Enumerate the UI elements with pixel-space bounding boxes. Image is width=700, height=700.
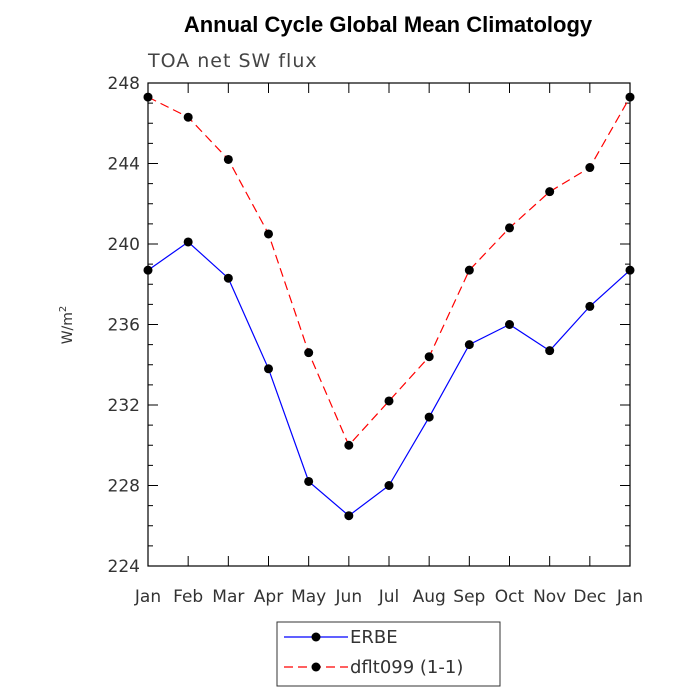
series-0-point [625, 265, 635, 275]
series-0-point [545, 346, 555, 356]
series-1-point [183, 112, 193, 122]
y-tick-label: 244 [108, 155, 140, 175]
x-tick-label: Sep [453, 587, 485, 607]
x-tick-label: May [291, 587, 326, 607]
series-line-0 [147, 241, 631, 517]
series-1-point [344, 440, 354, 450]
y-tick-label: 232 [108, 396, 140, 416]
series-1-point [505, 223, 514, 233]
x-tick-label: Jan [134, 587, 161, 607]
legend-box [276, 621, 501, 687]
y-axis-label-base: W/m [60, 312, 76, 344]
x-tick-label: Mar [212, 587, 244, 607]
legend: ERBE dflt099 (1-1) [276, 621, 501, 687]
series-0-point [505, 320, 514, 329]
series-1-point [585, 163, 595, 173]
x-tick-label: Aug [413, 587, 446, 607]
series-1-point [264, 229, 273, 239]
legend-label-1: dflt099 (1-1) [350, 657, 463, 678]
series-0-point [223, 273, 233, 283]
x-tick-label: Jan [616, 587, 643, 607]
series-0-point [585, 301, 595, 311]
legend-label-0: ERBE [350, 627, 398, 648]
x-tick-label: Nov [533, 587, 566, 607]
x-axis: Jan Feb Mar Apr May Jun Jul Aug Sep Oct Nov Dec Jan [134, 83, 643, 607]
x-tick-label: Jul [378, 587, 400, 607]
y-tick-label: 228 [108, 477, 140, 497]
y-minor-ticks [148, 102, 630, 547]
series-1-point [625, 92, 635, 102]
x-tick-label: Jun [335, 587, 363, 607]
series-1-point [464, 265, 474, 275]
series-1-point [424, 352, 434, 362]
legend-marker-1 [311, 662, 321, 672]
legend-marker-0 [311, 632, 321, 642]
plot-area-frame [147, 82, 631, 567]
x-tick-label: Oct [495, 587, 525, 607]
y-axis-label-superscript: 2 [58, 306, 69, 312]
series-1-point [384, 396, 394, 406]
series-0-point [183, 237, 193, 247]
chart-subtitle: TOA net SW flux [147, 50, 318, 72]
y-tick-label: 240 [108, 235, 140, 255]
series-0-point [304, 476, 314, 486]
series-1-point [545, 187, 555, 197]
chart-title: Annual Cycle Global Mean Climatology [184, 12, 593, 37]
y-tick-label: 248 [108, 74, 140, 94]
x-tick-label: Apr [254, 587, 283, 607]
series-0-point [264, 364, 273, 374]
series-1-point [223, 154, 233, 164]
series-1-point [304, 348, 314, 358]
y-tick-label: 236 [108, 316, 140, 336]
series-layer [143, 92, 635, 521]
y-axis-label: W/m2 [58, 306, 76, 345]
series-0-point [424, 412, 434, 422]
series-1-point [143, 92, 153, 102]
y-axis: 224 228 232 236 240 244 248 [108, 74, 630, 577]
x-tick-label: Feb [173, 587, 203, 607]
series-0-point [384, 481, 394, 490]
series-0-point [143, 265, 153, 275]
series-0-point [344, 511, 354, 521]
y-tick-label: 224 [108, 557, 140, 577]
x-tick-label: Dec [573, 587, 606, 607]
series-0-point [464, 340, 474, 350]
